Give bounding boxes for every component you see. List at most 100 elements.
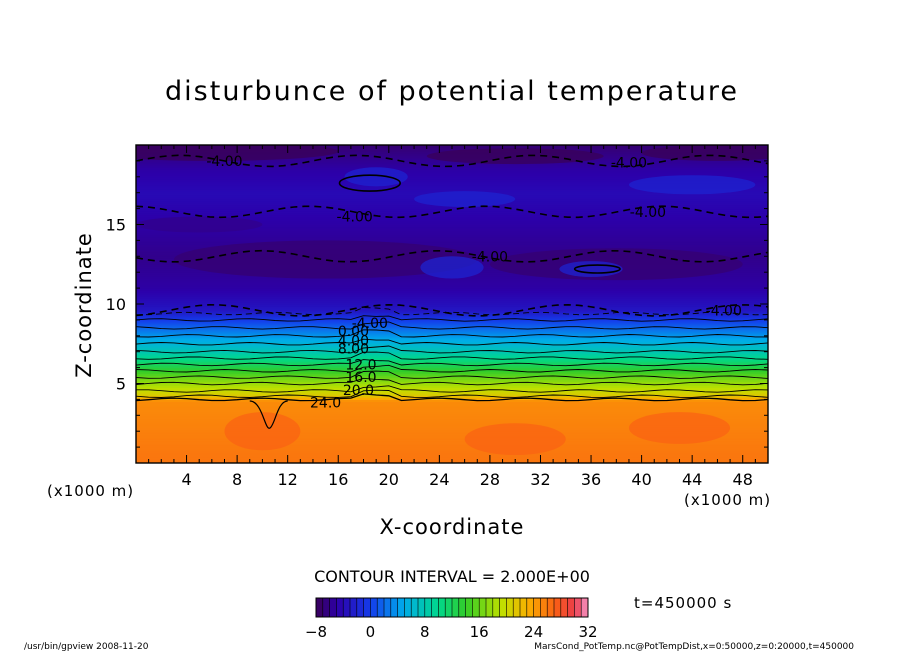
field-band xyxy=(136,371,768,375)
contour-line xyxy=(136,329,768,338)
contour-label: -4.00 xyxy=(706,303,742,319)
x-tick-label: 24 xyxy=(429,470,449,489)
field-band xyxy=(136,391,768,395)
field-band xyxy=(136,174,768,178)
field-band xyxy=(136,439,768,442)
field-band xyxy=(136,224,768,228)
disturbance-patch xyxy=(464,423,566,456)
contour-line xyxy=(136,315,768,322)
colorbar-cell xyxy=(547,598,555,617)
colorbar-cell xyxy=(343,598,351,617)
field-band xyxy=(136,319,768,323)
field-band xyxy=(136,206,768,210)
contour-line xyxy=(136,345,768,354)
field-band xyxy=(136,445,768,448)
x-tick-label: 28 xyxy=(480,470,500,489)
contour-line xyxy=(136,205,768,219)
colorbar-cell xyxy=(574,598,582,617)
field-band xyxy=(136,188,768,192)
field-band xyxy=(136,375,768,379)
disturbance-patch xyxy=(628,175,756,195)
contour-line xyxy=(136,338,768,346)
contour-line xyxy=(136,377,768,386)
field-band xyxy=(136,343,768,347)
field-band xyxy=(136,304,768,307)
disturbance-patch xyxy=(414,191,516,208)
field-band xyxy=(136,413,768,416)
x-tick-label: 16 xyxy=(328,470,348,489)
field-band xyxy=(136,423,768,426)
x-unit-label-left: (x1000 m) xyxy=(47,482,135,500)
colorbar-cell xyxy=(554,598,562,617)
field-band xyxy=(136,307,768,311)
field-band xyxy=(136,443,768,446)
field-band xyxy=(136,337,768,341)
disturbance-patch xyxy=(344,167,408,187)
colorbar-cell xyxy=(356,598,364,617)
colorbar-cell xyxy=(418,598,426,617)
contour-line xyxy=(136,307,768,316)
field-band xyxy=(136,296,768,299)
colorbar-cell xyxy=(329,598,337,617)
field-band xyxy=(136,182,768,186)
field-band xyxy=(136,437,768,440)
field-band xyxy=(136,317,768,321)
contour-label: -4.00 xyxy=(472,249,508,265)
chart-title: disturbunce of potential temperature xyxy=(165,76,739,107)
field-band xyxy=(136,341,768,345)
field-band xyxy=(136,244,768,247)
field-band xyxy=(136,242,768,245)
colorbar-cell xyxy=(492,598,500,617)
contour-line xyxy=(136,303,768,317)
contour-line xyxy=(136,154,768,168)
field-band xyxy=(136,447,768,450)
x-tick-label: 8 xyxy=(232,470,242,489)
field-band xyxy=(136,166,768,170)
field-band xyxy=(136,214,768,218)
colorbar-cell xyxy=(384,598,392,617)
x-unit-label-right: (x1000 m) xyxy=(684,491,772,509)
field-band xyxy=(136,305,768,309)
field-band xyxy=(136,236,768,240)
colorbar-cell xyxy=(377,598,385,617)
colorbar-cell xyxy=(581,598,589,617)
colorbar-cell xyxy=(526,598,534,617)
field-band xyxy=(136,429,768,432)
disturbance-patch xyxy=(420,256,484,279)
field-band xyxy=(136,403,768,406)
field-band xyxy=(136,226,768,230)
field-band xyxy=(136,218,768,222)
field-band xyxy=(136,451,768,454)
field-band xyxy=(136,309,768,313)
colorbar-cell xyxy=(397,598,405,617)
field-band xyxy=(136,282,768,285)
field-band xyxy=(136,228,768,232)
field-band xyxy=(136,339,768,343)
field-band xyxy=(136,323,768,327)
field-band xyxy=(136,347,768,351)
field-band xyxy=(136,433,768,436)
contour-lines xyxy=(136,154,768,429)
colorbar-tick-label: 32 xyxy=(578,623,597,641)
contour-label: -4.00 xyxy=(337,210,373,226)
field-band xyxy=(136,180,768,184)
colorbar-cell xyxy=(411,598,419,617)
contour-label: 12.0 xyxy=(345,357,376,373)
x-tick-label: 48 xyxy=(733,470,753,489)
field-band xyxy=(136,220,768,224)
contour-line xyxy=(136,249,768,263)
field-band xyxy=(136,298,768,301)
field-band xyxy=(136,162,768,166)
field-band xyxy=(136,230,768,234)
disturbance-patch xyxy=(224,412,301,451)
field-band xyxy=(136,232,768,236)
field-band xyxy=(136,210,768,214)
field-band xyxy=(136,329,768,333)
field-band xyxy=(136,148,768,152)
field-band xyxy=(136,435,768,438)
contour-line xyxy=(136,359,768,367)
field-band xyxy=(136,186,768,190)
field-band xyxy=(136,212,768,216)
field-band xyxy=(136,294,768,297)
